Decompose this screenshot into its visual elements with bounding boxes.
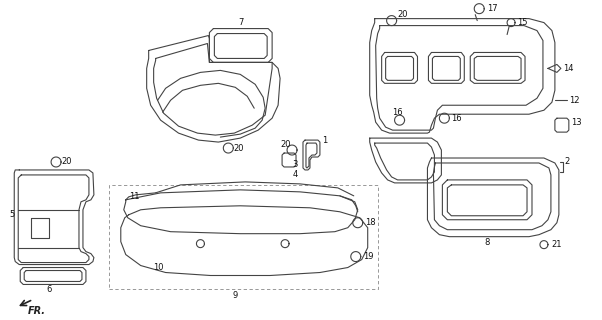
Text: 16: 16 — [392, 108, 402, 117]
Text: 18: 18 — [365, 218, 376, 227]
Text: 9: 9 — [232, 291, 238, 300]
Text: 6: 6 — [46, 285, 52, 294]
Text: 11: 11 — [129, 192, 139, 201]
Text: 21: 21 — [551, 240, 562, 249]
Text: 5: 5 — [9, 210, 14, 219]
Text: 3
4: 3 4 — [293, 160, 298, 180]
Text: FR.: FR. — [28, 306, 46, 316]
Text: 19: 19 — [363, 252, 373, 261]
Text: 20: 20 — [280, 140, 291, 148]
Text: 15: 15 — [517, 18, 527, 27]
Text: 1: 1 — [322, 136, 327, 145]
Text: 17: 17 — [487, 4, 498, 13]
Text: 12: 12 — [569, 96, 579, 105]
Text: 7: 7 — [238, 18, 244, 27]
Text: 14: 14 — [563, 64, 573, 73]
Text: 8: 8 — [485, 238, 490, 247]
Text: 16: 16 — [452, 114, 462, 123]
Text: 20: 20 — [61, 157, 72, 166]
Text: 2: 2 — [565, 157, 570, 166]
Bar — [109, 185, 377, 289]
Text: 13: 13 — [571, 118, 582, 127]
Text: 20: 20 — [397, 10, 408, 19]
Text: 20: 20 — [234, 144, 244, 153]
Text: 10: 10 — [153, 263, 163, 272]
